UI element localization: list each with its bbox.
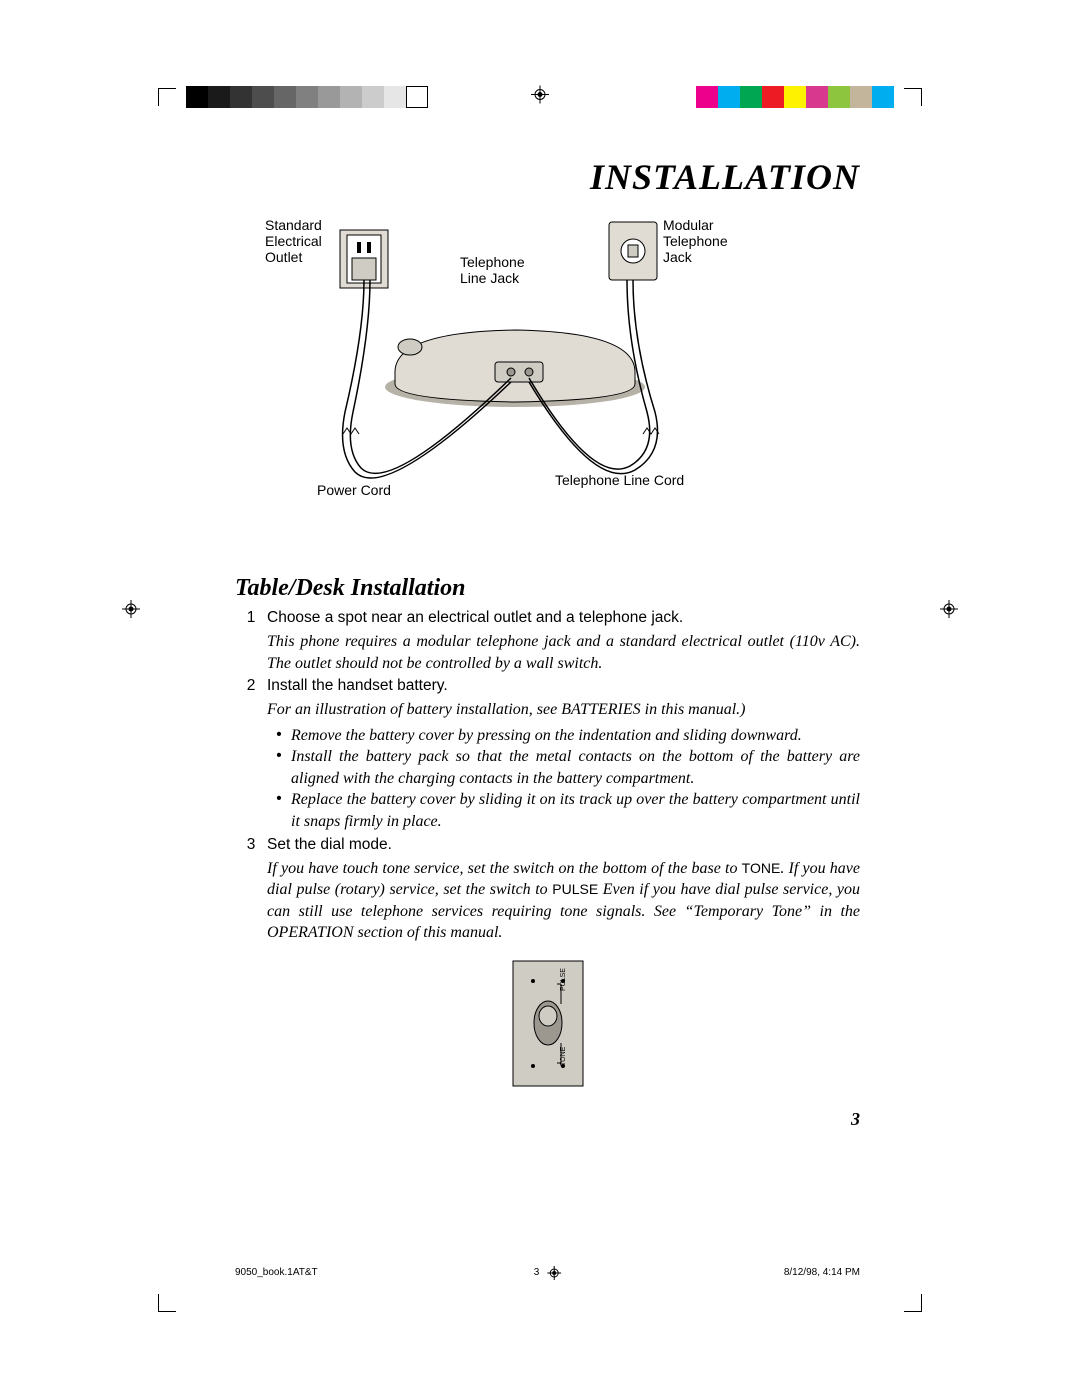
swatch [274,86,296,108]
step-number: 1 [235,608,267,629]
electrical-outlet-icon [340,230,388,288]
registration-mark-icon [940,600,958,623]
swatch [362,86,384,108]
footer-page: 3 [534,1267,540,1278]
bullet-text: Remove the battery cover by pressing on … [291,725,860,747]
step-note: This phone requires a modular telephone … [267,631,860,674]
steps-list: 1 Choose a spot near an electrical outle… [235,608,860,944]
subhead: Table/Desk Installation [235,575,860,602]
footer-filename: 9050_book.1AT&T [235,1267,318,1278]
step-body: Install the handset battery. [267,676,860,697]
swatch [784,86,806,108]
step-main: Set the dial mode. [267,836,392,853]
swatch [740,86,762,108]
content-area: INSTALLATION StandardElectricalOutlet Te… [235,156,860,1130]
diagram-label-tel-line-cord: Telephone Line Cord [555,472,684,488]
step-row: 3 Set the dial mode. [235,835,860,856]
footer-row: 9050_book.1AT&T 3 8/12/98, 4:14 PM [235,1267,860,1278]
swatch [762,86,784,108]
step-row: For an illustration of battery installat… [235,699,860,721]
swatch [696,86,718,108]
section-title: INSTALLATION [235,156,860,198]
swatch [828,86,850,108]
swatch [406,86,428,108]
step-main: Install the handset battery. [267,677,448,694]
swatch [296,86,318,108]
step-row: If you have touch tone service, set the … [235,858,860,944]
footer-center: 3 [534,1266,562,1280]
pulse-label: PULSE [552,881,598,897]
break-mark-icon [643,428,659,434]
step-note: For an illustration of battery installat… [267,699,860,721]
crop-mark-icon [904,1294,922,1312]
bullet-row: • Replace the battery cover by sliding i… [267,789,860,832]
bullet-icon: • [267,746,291,789]
swatch [718,86,740,108]
step-main: Choose a spot near an electrical outlet … [267,609,683,626]
switch-tone-label: TONE [560,1046,567,1066]
swatch [872,86,894,108]
step-number: 2 [235,676,267,697]
registration-mark-icon [547,1266,561,1280]
installation-diagram: StandardElectricalOutlet TelephoneLine J… [235,212,860,562]
step-row: 2 Install the handset battery. [235,676,860,697]
swatch [340,86,362,108]
switch-diagram: PULSE TONE [503,956,593,1091]
bullet-list: • Remove the battery cover by pressing o… [267,725,860,833]
bullet-icon: • [267,789,291,832]
bullet-row: • Remove the battery cover by pressing o… [267,725,860,747]
step-number: 3 [235,835,267,856]
registration-mark-icon [122,600,140,623]
swatch [252,86,274,108]
diagram-label-tel-line-jack: TelephoneLine Jack [460,254,525,286]
switch-pulse-label: PULSE [560,968,567,991]
step-body: Choose a spot near an electrical outlet … [267,608,860,629]
bullet-row: • Install the battery pack so that the m… [267,746,860,789]
swatch [850,86,872,108]
footer-timestamp: 8/12/98, 4:14 PM [784,1267,860,1278]
crop-mark-icon [904,88,922,106]
swatch [208,86,230,108]
page-number: 3 [235,1109,860,1130]
step-row: • Remove the battery cover by pressing o… [235,723,860,833]
swatch [230,86,252,108]
diagram-label-std-outlet: StandardElectricalOutlet [265,217,322,265]
modular-jack-icon [609,222,657,280]
crop-mark-icon [158,1294,176,1312]
swatch [384,86,406,108]
step-row: This phone requires a modular telephone … [235,631,860,674]
swatch [806,86,828,108]
swatch [186,86,208,108]
phone-base-icon [385,330,645,407]
bullet-text: Install the battery pack so that the met… [291,746,860,789]
color-calibration-strip [186,86,894,108]
bullet-text: Replace the battery cover by sliding it … [291,789,860,832]
page: INSTALLATION StandardElectricalOutlet Te… [130,60,950,1340]
tone-label: TONE [742,860,781,876]
registration-mark-icon [531,86,549,109]
step-body: Set the dial mode. [267,835,860,856]
grayscale-swatches [186,86,428,108]
step-note: If you have touch tone service, set the … [267,858,860,944]
diagram-label-modular-jack: ModularTelephoneJack [663,217,728,265]
step-row: 1 Choose a spot near an electrical outle… [235,608,860,629]
crop-mark-icon [158,88,176,106]
diagram-label-power-cord: Power Cord [317,482,391,498]
color-swatches [696,86,894,108]
swatch [318,86,340,108]
bullet-icon: • [267,725,291,747]
